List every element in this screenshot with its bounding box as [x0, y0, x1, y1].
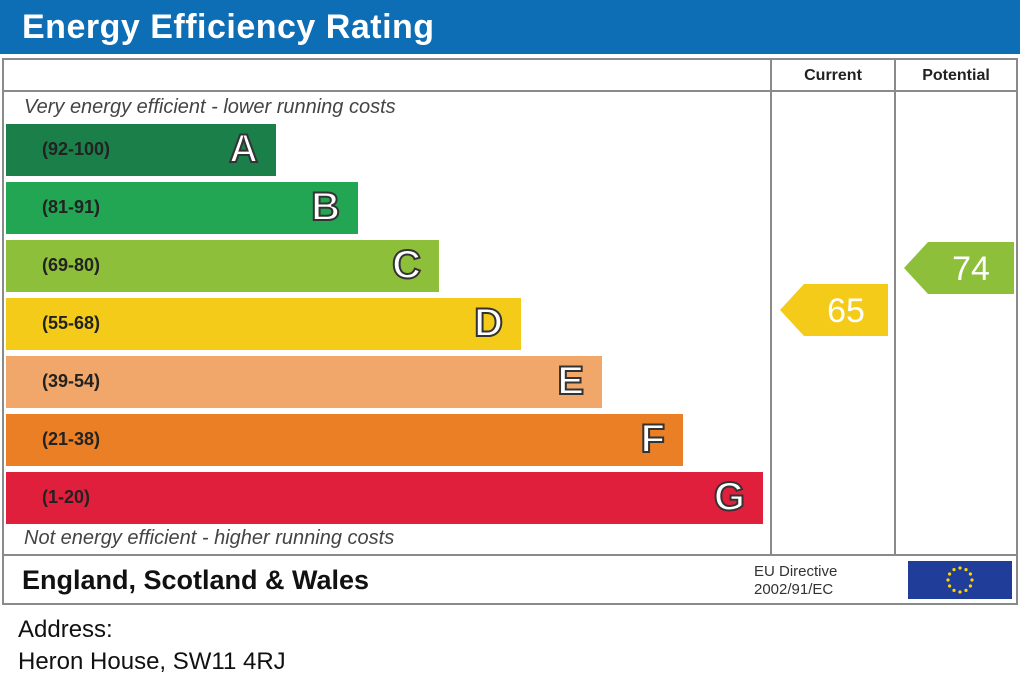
chart-title: Energy Efficiency Rating [0, 0, 1020, 54]
eu-directive-line2: 2002/91/EC [754, 581, 834, 598]
eu-directive: EU Directive 2002/91/EC [754, 563, 837, 599]
current-column-divider [770, 60, 772, 556]
current-rating-arrow-shape [780, 284, 888, 336]
band-range-label: (92-100) [42, 139, 111, 159]
band-letter: G [713, 474, 746, 520]
footer-divider [4, 554, 1016, 556]
rating-indicators: 65 74 [780, 242, 1014, 336]
band-letter: F [640, 416, 666, 462]
band-range-label: (21-38) [42, 429, 101, 449]
rating-chart: Current Potential Very energy efficient … [2, 58, 1018, 605]
efficient-note: Very energy efficient - lower running co… [24, 96, 396, 118]
band-b: (81-91) B [6, 182, 358, 234]
band-range-label: (39-54) [42, 371, 101, 391]
address-label: Address: [18, 616, 113, 643]
column-header-divider [770, 90, 1016, 92]
band-f: (21-38) F [6, 414, 683, 466]
current-column-header: Current [804, 67, 862, 84]
potential-rating-arrow-shape [904, 242, 1014, 294]
band-a: (92-100) A [6, 124, 276, 176]
band-range-label: (55-68) [42, 313, 101, 333]
band-letter: C [391, 242, 422, 288]
inefficient-note: Not energy efficient - higher running co… [24, 527, 395, 549]
band-d: (55-68) D [6, 298, 521, 350]
band-g: (1-20) G [6, 472, 763, 524]
potential-rating-arrow-value: 74 [952, 250, 990, 288]
current-rating-arrow: 65 [780, 284, 888, 336]
band-range-label: (69-80) [42, 255, 101, 275]
band-range-label: (81-91) [42, 197, 101, 217]
potential-column-divider [894, 60, 896, 556]
potential-rating-arrow: 74 [904, 242, 1014, 294]
eu-directive-line1: EU Directive [754, 563, 838, 580]
band-range-label: (1-20) [42, 487, 91, 507]
address-value: Heron House, SW11 4RJ [18, 648, 286, 675]
current-rating-arrow-value: 65 [827, 292, 865, 330]
band-letter: B [310, 184, 341, 230]
band-letter: A [228, 126, 259, 172]
band-e: (39-54) E [6, 356, 602, 408]
potential-column-header: Potential [922, 67, 990, 84]
band-c: (69-80) C [6, 240, 439, 292]
region-label: England, Scotland & Wales [22, 565, 370, 595]
band-letter: D [473, 300, 504, 346]
band-letter: E [556, 358, 585, 404]
eu-flag-icon [908, 561, 1012, 599]
header-divider [4, 90, 770, 92]
